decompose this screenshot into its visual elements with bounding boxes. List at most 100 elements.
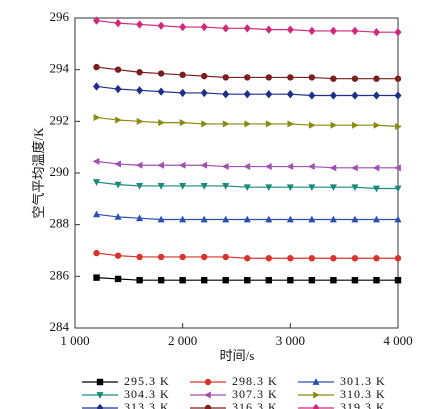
marker xyxy=(200,161,208,169)
marker xyxy=(243,24,251,33)
marker xyxy=(136,253,143,261)
marker xyxy=(221,163,229,171)
marker xyxy=(308,215,316,223)
marker xyxy=(243,184,251,192)
marker xyxy=(244,120,252,128)
legend-marker xyxy=(204,404,212,409)
marker xyxy=(222,277,229,284)
marker xyxy=(394,75,402,82)
marker xyxy=(92,157,100,165)
marker xyxy=(243,215,251,223)
marker xyxy=(201,277,208,284)
marker xyxy=(264,163,272,171)
marker xyxy=(200,88,208,98)
legend-marker xyxy=(204,378,212,386)
marker xyxy=(115,116,122,124)
marker xyxy=(308,277,316,284)
marker xyxy=(373,255,380,262)
marker xyxy=(373,277,380,284)
legend-marker xyxy=(96,403,104,409)
marker xyxy=(222,215,230,223)
y-tick-label: 290 xyxy=(50,164,70,179)
legend-label: 295.3 K xyxy=(124,374,170,388)
marker xyxy=(222,253,229,261)
marker xyxy=(136,183,144,190)
marker xyxy=(179,71,186,79)
y-axis-label: 空气平均温度/K xyxy=(31,127,46,219)
marker xyxy=(201,120,209,128)
marker xyxy=(222,90,230,99)
marker xyxy=(243,163,251,171)
marker xyxy=(329,215,337,223)
marker xyxy=(222,74,229,81)
marker xyxy=(244,255,251,262)
marker xyxy=(114,275,122,283)
marker xyxy=(287,74,294,81)
marker xyxy=(136,69,143,76)
marker xyxy=(244,74,251,81)
marker xyxy=(201,72,208,80)
marker xyxy=(330,277,337,284)
legend-label: 307.3 K xyxy=(232,387,278,401)
marker xyxy=(114,66,122,73)
marker xyxy=(330,255,337,262)
marker xyxy=(179,253,186,261)
marker xyxy=(93,113,101,121)
marker xyxy=(286,90,294,99)
x-tick-label: 3 000 xyxy=(276,333,305,348)
marker xyxy=(265,255,272,262)
marker xyxy=(265,184,273,192)
legend-marker xyxy=(312,403,320,409)
x-tick-label: 2 000 xyxy=(168,333,197,348)
marker xyxy=(93,179,101,186)
marker xyxy=(114,19,122,28)
legend-marker xyxy=(96,392,104,399)
legend-label: 319.3 K xyxy=(340,400,386,409)
marker xyxy=(114,160,121,168)
marker xyxy=(157,277,165,284)
marker xyxy=(265,215,273,223)
marker xyxy=(93,249,100,257)
marker xyxy=(308,255,316,262)
marker xyxy=(308,26,316,36)
marker xyxy=(157,161,165,169)
marker xyxy=(200,183,208,190)
marker xyxy=(351,255,359,262)
marker xyxy=(135,161,143,169)
marker xyxy=(265,90,273,99)
marker xyxy=(286,163,294,171)
marker xyxy=(93,63,100,71)
marker xyxy=(157,87,165,96)
legend-label: 301.3 K xyxy=(340,374,386,388)
marker xyxy=(157,215,165,223)
marker xyxy=(287,120,295,128)
marker xyxy=(351,26,359,36)
marker xyxy=(136,20,144,29)
marker xyxy=(286,215,294,223)
marker xyxy=(351,91,359,100)
x-tick-label: 1 000 xyxy=(60,333,89,348)
marker xyxy=(330,75,337,82)
marker xyxy=(93,82,101,91)
marker xyxy=(394,277,402,284)
marker xyxy=(308,184,316,192)
marker xyxy=(372,185,380,193)
marker xyxy=(329,91,337,100)
legend-label: 310.3 K xyxy=(340,387,386,401)
plot-frame xyxy=(74,17,399,329)
marker xyxy=(330,121,338,129)
marker xyxy=(93,16,101,25)
marker xyxy=(287,277,294,284)
marker xyxy=(394,255,402,262)
marker xyxy=(329,184,337,192)
marker xyxy=(179,215,187,223)
marker xyxy=(200,22,208,32)
marker xyxy=(372,215,380,223)
marker xyxy=(243,90,251,99)
marker xyxy=(286,25,294,34)
marker xyxy=(394,185,402,193)
marker xyxy=(136,277,143,284)
marker xyxy=(373,75,380,82)
marker xyxy=(222,120,230,128)
